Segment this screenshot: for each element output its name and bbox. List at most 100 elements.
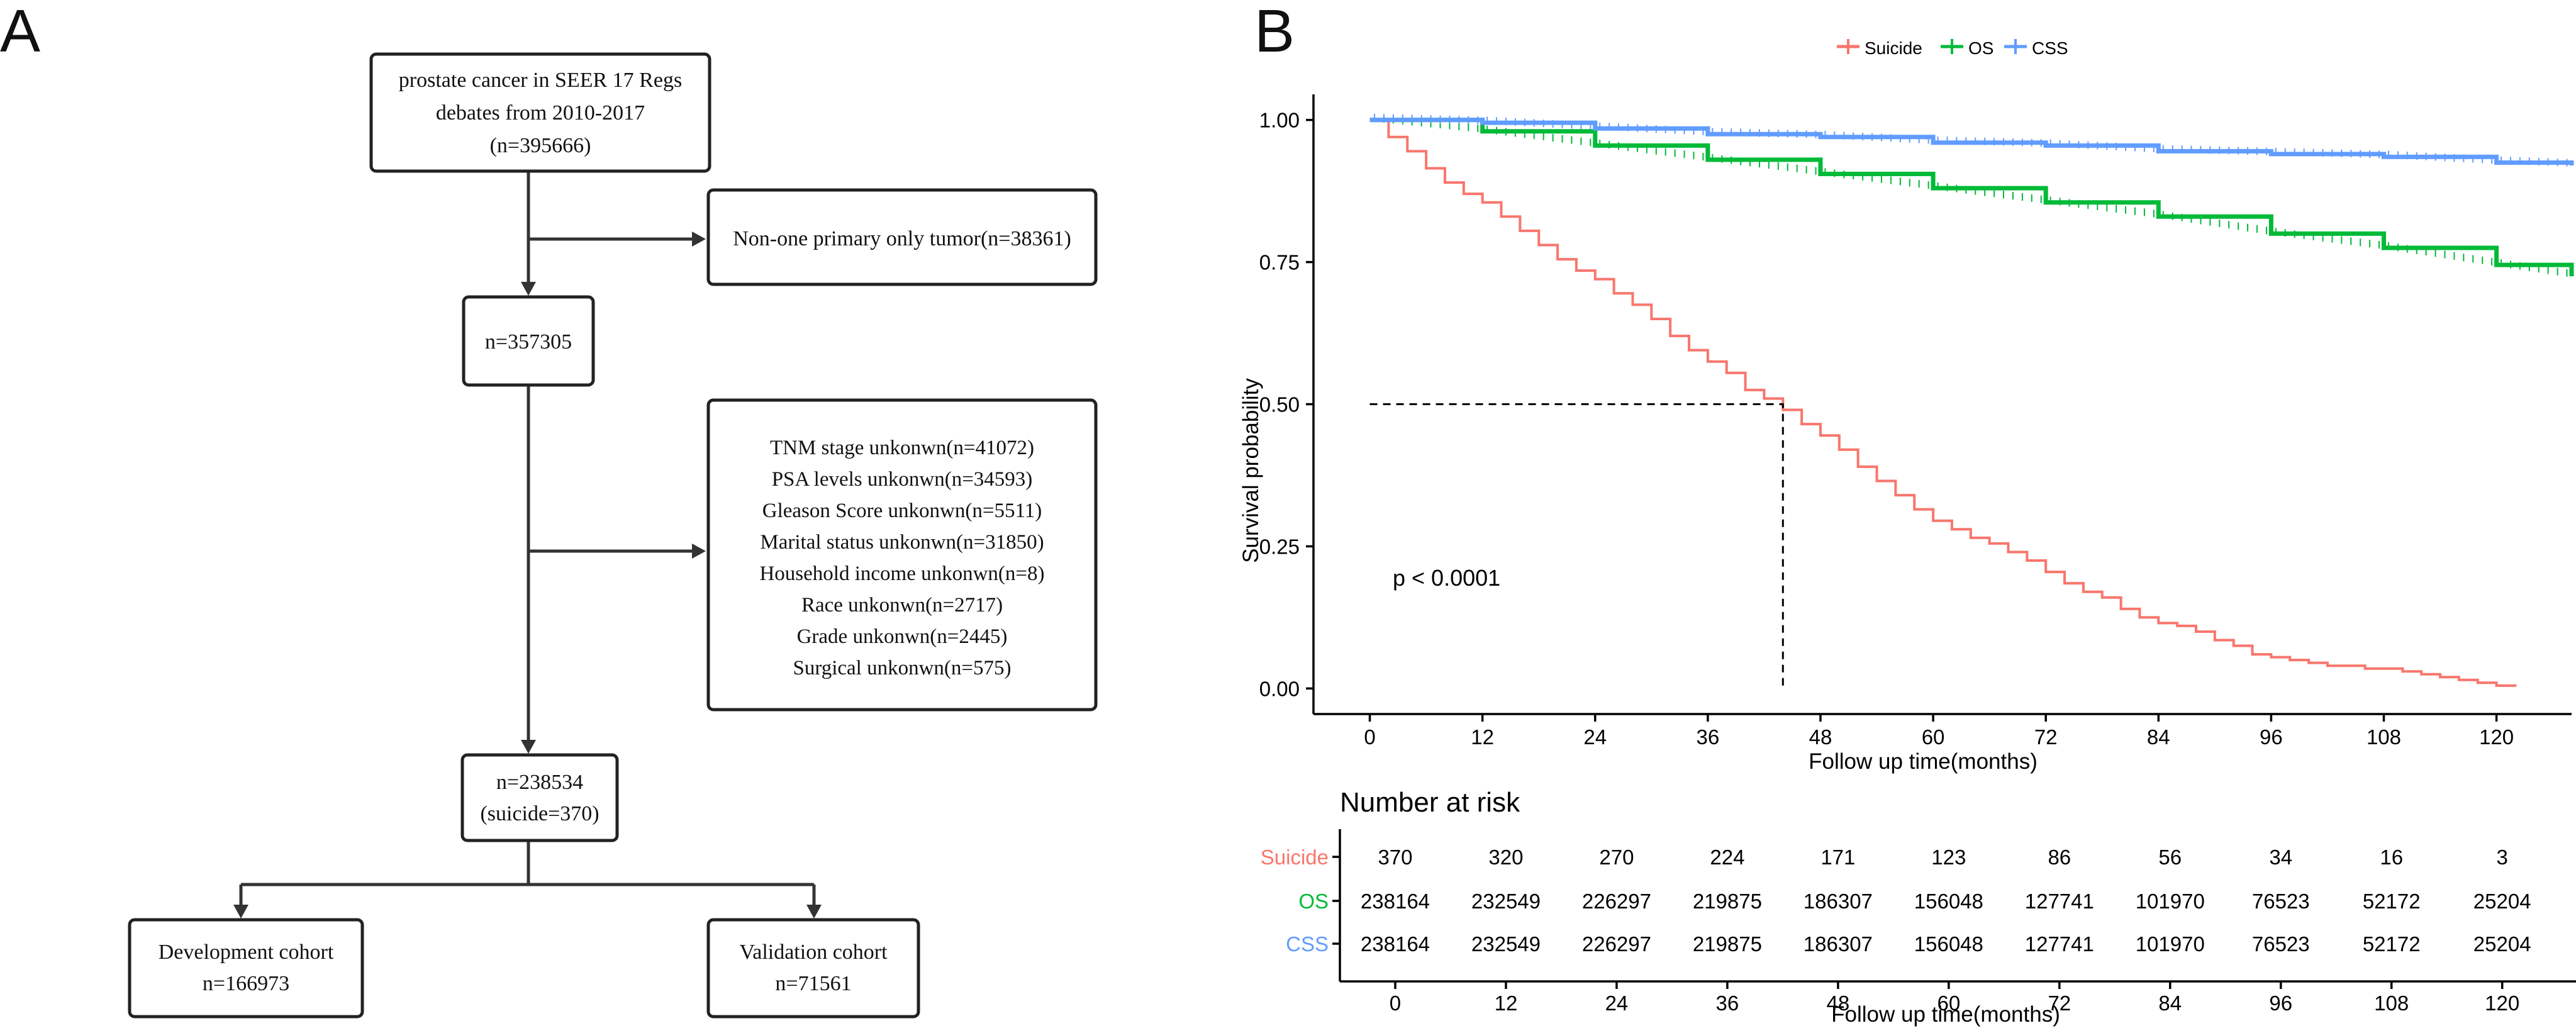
x-tick-label: 36 xyxy=(1697,725,1720,749)
y-tick-label: 1.00 xyxy=(1259,109,1300,132)
legend-label-suicide: Suicide xyxy=(1865,38,1922,58)
risk-count-cell: 156048 xyxy=(1914,890,1983,913)
risk-x-tick-label: 24 xyxy=(1605,991,1629,1015)
risk-count-cell: 186307 xyxy=(1804,890,1873,913)
x-tick-label: 84 xyxy=(2147,725,2170,749)
risk-x-tick-label: 120 xyxy=(2485,991,2519,1015)
risk-count-cell: 123 xyxy=(1931,846,1966,869)
risk-count-cell: 25204 xyxy=(2473,932,2531,956)
risk-count-cell: 101970 xyxy=(2136,932,2205,956)
median-survival-lines xyxy=(1369,403,1784,689)
box-validation-line-1: Validation cohort xyxy=(739,941,888,964)
box-exclude-1-line-1: Non-one primary only tumor(n=38361) xyxy=(733,227,1071,250)
panel-b-label: B xyxy=(1254,0,1295,65)
risk-count-cell: 232549 xyxy=(1471,932,1541,956)
y-tick-label: 0.75 xyxy=(1259,251,1300,274)
exclusion-item: Grade unkonwn(n=2445) xyxy=(797,625,1008,648)
risk-count-cell: 76523 xyxy=(2252,890,2310,913)
box-final-line-2: (suicide=370) xyxy=(480,802,599,825)
risk-count-cell: 3 xyxy=(2497,846,2508,869)
x-tick-label: 0 xyxy=(1364,725,1375,749)
risk-count-cell: 270 xyxy=(1599,846,1634,869)
risk-table-title: Number at risk xyxy=(1340,787,1520,818)
box-source-line-1: prostate cancer in SEER 17 Regs xyxy=(399,69,682,92)
median-dashed-line xyxy=(1369,403,1784,689)
x-tick-label: 96 xyxy=(2260,725,2283,749)
x-tick-label: 48 xyxy=(1809,725,1832,749)
risk-x-tick-label: 48 xyxy=(1827,991,1850,1015)
risk-x-tick-label: 96 xyxy=(2269,991,2292,1015)
risk-count-cell: 127741 xyxy=(2025,932,2094,956)
box-development-line-1: Development cohort xyxy=(159,941,334,964)
box-final: n=238534 (suicide=370) xyxy=(460,753,619,842)
risk-count-cell: 219875 xyxy=(1693,932,1762,956)
risk-x-axis-title: Follow up time(months) xyxy=(1831,1002,2060,1027)
box-source-line-3: (n=395666) xyxy=(490,134,591,157)
flow-connectors xyxy=(233,171,822,919)
risk-count-cell: 320 xyxy=(1488,846,1523,869)
risk-count-cell: 224 xyxy=(1710,846,1744,869)
risk-count-cell: 101970 xyxy=(2136,890,2205,913)
risk-count-cell: 232549 xyxy=(1471,890,1541,913)
x-tick-label: 24 xyxy=(1583,725,1607,749)
box-exclude-1: Non-one primary only tumor(n=38361) xyxy=(706,188,1098,286)
risk-x-tick-label: 12 xyxy=(1495,991,1518,1015)
survival-curves xyxy=(1369,113,2574,687)
y-tick-label: 0.50 xyxy=(1259,393,1300,416)
plot-axes: 0.00 0.25 0.50 0.75 1.00 0 12 24 36 48 60 72 84 96 108… xyxy=(1259,94,2572,749)
legend-label-os: OS xyxy=(1968,38,1993,58)
x-tick-label: 72 xyxy=(2034,725,2058,749)
risk-count-cell: 238164 xyxy=(1361,932,1430,956)
censor-marks-os xyxy=(1374,114,2568,277)
risk-count-cell: 86 xyxy=(2048,846,2071,869)
risk-count-cell: 25204 xyxy=(2473,890,2531,913)
exclusion-item: Marital status unkonwn(n=31850) xyxy=(760,531,1044,554)
box-source-line-2: debates from 2010-2017 xyxy=(436,101,645,125)
risk-count-cell: 56 xyxy=(2158,846,2182,869)
y-tick-label: 0.00 xyxy=(1259,677,1300,700)
risk-x-tick-label: 36 xyxy=(1716,991,1739,1015)
x-tick-label: 12 xyxy=(1471,725,1494,749)
box-development: Development cohort n=166973 xyxy=(128,918,364,1019)
risk-count-cell: 226297 xyxy=(1582,932,1651,956)
risk-count-cell: 52172 xyxy=(2363,890,2421,913)
exclusion-item: Surgical unkonwn(n=575) xyxy=(793,657,1011,679)
exclusion-item: Race unkonwn(n=2717) xyxy=(801,594,1003,617)
series-line-os xyxy=(1369,118,2574,277)
risk-count-cell: 76523 xyxy=(2252,932,2310,956)
risk-x-tick-label: 84 xyxy=(2158,991,2182,1015)
x-tick-label: 60 xyxy=(1922,725,1945,749)
risk-count-cell: 219875 xyxy=(1693,890,1762,913)
panel-a-label: A xyxy=(0,0,40,65)
risk-row-label-suicide: Suicide xyxy=(1261,846,1329,869)
x-tick-label: 108 xyxy=(2367,725,2401,749)
x-axis-title: Follow up time(months) xyxy=(1809,749,2038,774)
risk-x-tick-label: 72 xyxy=(2048,991,2071,1015)
exclusion-item: TNM stage unkonwn(n=41072) xyxy=(770,437,1034,459)
box-mid-line-1: n=357305 xyxy=(485,330,572,354)
risk-count-cell: 186307 xyxy=(1804,932,1873,956)
risk-table: Suicide 370 320 270 224 171 123 86 56 34 16 3 OS 2381… xyxy=(1261,829,2576,1015)
risk-x-tick-label: 60 xyxy=(1937,991,1960,1015)
risk-x-tick-label: 0 xyxy=(1390,991,1401,1015)
box-validation-line-2: n=71561 xyxy=(775,972,851,995)
box-mid: n=357305 xyxy=(462,295,595,387)
exclusion-item: Household income unkonwn(n=8) xyxy=(759,562,1044,585)
box-final-line-1: n=238534 xyxy=(496,771,583,794)
risk-count-cell: 127741 xyxy=(2025,890,2094,913)
risk-count-cell: 34 xyxy=(2269,846,2292,869)
p-value-annotation: p < 0.0001 xyxy=(1393,565,1500,591)
risk-count-cell: 52172 xyxy=(2363,932,2421,956)
box-validation: Validation cohort n=71561 xyxy=(706,918,920,1019)
series-line-suicide xyxy=(1369,118,2517,687)
risk-count-cell: 226297 xyxy=(1582,890,1651,913)
risk-count-cell: 171 xyxy=(1820,846,1855,869)
y-tick-label: 0.25 xyxy=(1259,535,1300,558)
chart-legend: Suicide OS CSS xyxy=(1837,38,2068,58)
x-tick-label: 120 xyxy=(2479,725,2514,749)
exclusion-item: PSA levels unkonwn(n=34593) xyxy=(772,468,1033,491)
series-line-css xyxy=(1369,118,2574,165)
risk-x-tick-label: 108 xyxy=(2374,991,2409,1015)
risk-count-cell: 238164 xyxy=(1361,890,1430,913)
